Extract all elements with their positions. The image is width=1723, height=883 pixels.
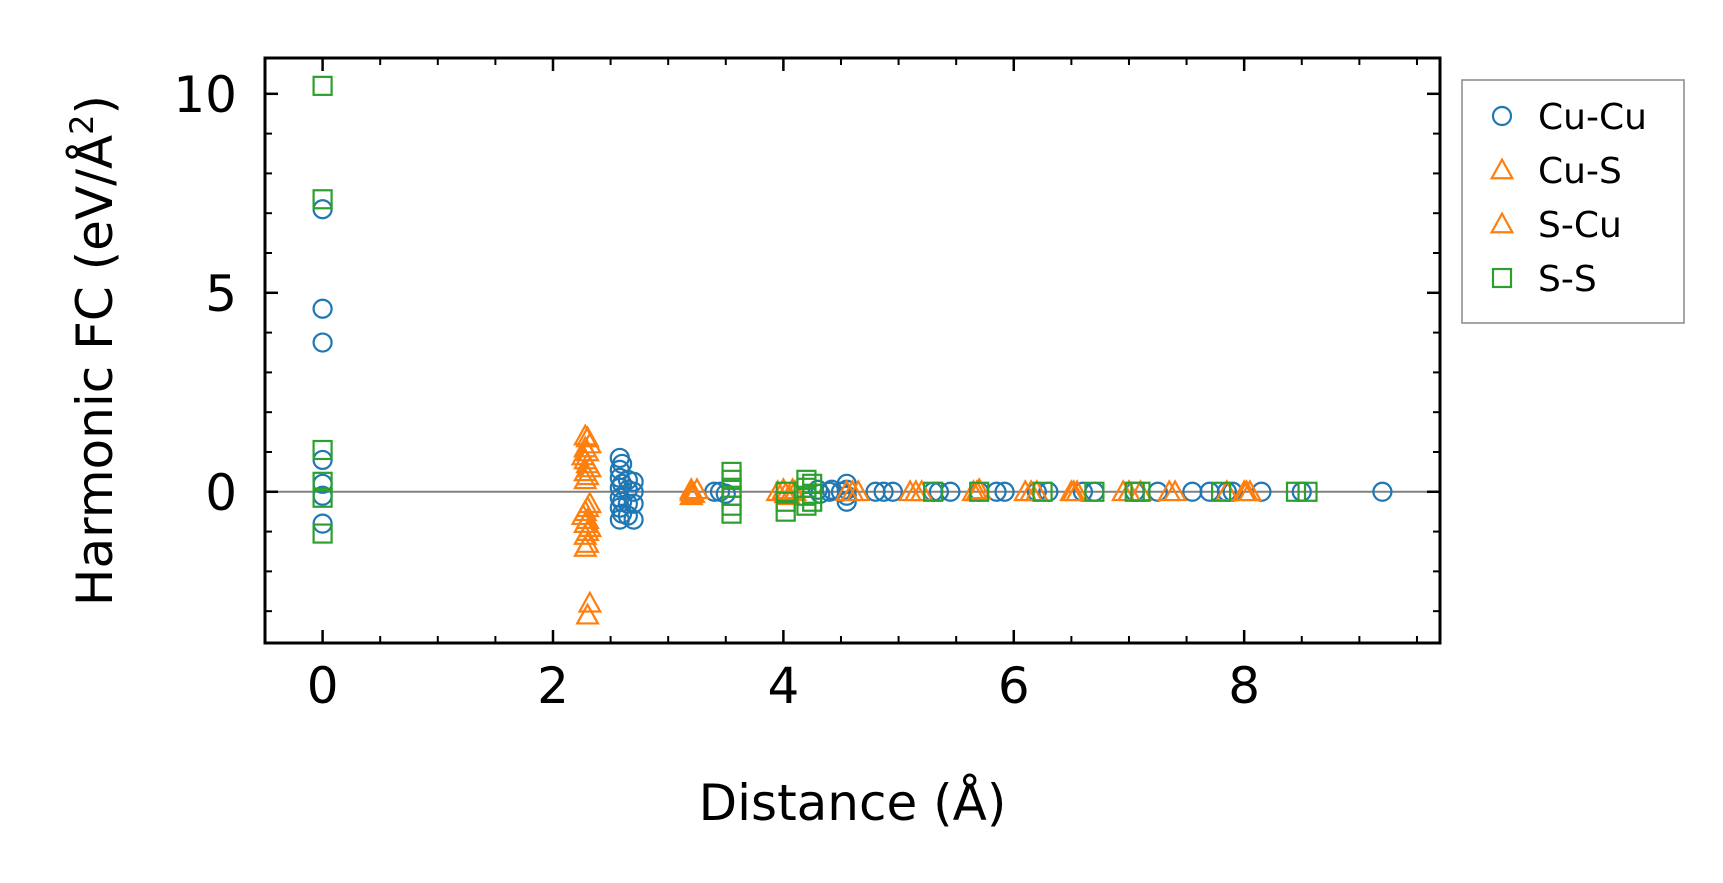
legend-label-s-cu: S-Cu	[1538, 205, 1622, 246]
point-s-cu	[1061, 479, 1086, 502]
point-cu-cu	[623, 493, 644, 514]
point-cu-cu	[715, 483, 736, 504]
point-s-cu	[575, 425, 600, 448]
point-s-s	[1130, 481, 1151, 502]
point-s-s	[1211, 481, 1232, 502]
y-tick-label: 10	[173, 66, 237, 124]
point-cu-cu	[623, 471, 644, 492]
plot-frame	[263, 56, 1442, 645]
legend-marker-cu-s	[1489, 157, 1515, 180]
legend-items: Cu-Cu Cu-S S-Cu S-S	[1489, 97, 1647, 300]
y-axis-title-tail: )	[66, 95, 124, 115]
x-tick-label: 2	[537, 657, 569, 715]
point-cu-s	[577, 590, 603, 613]
point-cu-cu	[882, 481, 903, 502]
y-axis-title-main: Harmonic FC (eV/Å	[66, 135, 124, 606]
x-tick-label: 8	[1228, 657, 1260, 715]
point-s-cu	[1234, 479, 1259, 502]
point-s-s	[1032, 481, 1053, 502]
point-cu-cu	[312, 332, 333, 353]
point-cu-cu	[1372, 481, 1393, 502]
point-cu-cu	[312, 298, 333, 319]
legend-box	[1461, 79, 1685, 324]
point-s-cu	[570, 503, 596, 526]
point-cu-cu	[994, 481, 1015, 502]
legend-marker-s-s	[1491, 267, 1513, 289]
point-s-s	[721, 503, 742, 524]
y-axis-title: Harmonic FC (eV/Å2)	[63, 95, 124, 606]
legend-label-s-s: S-S	[1538, 259, 1597, 300]
x-tick-label: 4	[767, 657, 799, 715]
y-tick-label: 0	[205, 464, 237, 522]
point-s-s	[775, 501, 796, 522]
legend-label-cu-s: Cu-S	[1538, 151, 1622, 192]
point-s-s	[1084, 481, 1105, 502]
point-s-s	[312, 471, 333, 492]
point-s-s	[312, 189, 333, 210]
point-s-cu	[1162, 479, 1188, 502]
point-cu-cu	[623, 509, 644, 530]
x-tick-label: 6	[998, 657, 1030, 715]
x-tick-label: 0	[307, 657, 339, 715]
point-cu-cu	[623, 481, 644, 502]
point-s-s	[923, 481, 944, 502]
point-s-cu	[575, 439, 600, 462]
point-s-cu	[679, 483, 704, 506]
y-axis-title-superscript: 2	[63, 114, 101, 134]
legend-label-cu-cu: Cu-Cu	[1538, 97, 1647, 138]
legend: Cu-Cu Cu-S S-Cu S-S	[1461, 79, 1685, 324]
point-s-s	[802, 491, 823, 512]
point-s-s	[312, 487, 333, 508]
point-s-s	[796, 495, 817, 516]
point-s-s	[312, 523, 333, 544]
ticks-layer	[264, 58, 1440, 643]
point-s-cu	[903, 479, 929, 502]
point-s-s	[1297, 481, 1318, 502]
point-cu-cu	[617, 505, 638, 526]
x-axis-title: Distance (Å)	[699, 774, 1007, 832]
point-s-cu	[575, 507, 600, 530]
point-cu-s	[575, 602, 600, 625]
point-s-cu	[840, 479, 865, 502]
point-s-s	[312, 75, 333, 96]
point-s-cu	[575, 518, 600, 541]
point-s-cu	[575, 530, 600, 553]
legend-marker-cu-cu	[1491, 105, 1513, 127]
point-s-s	[969, 481, 990, 502]
point-s-cu	[679, 477, 704, 500]
point-s-cu	[1018, 479, 1044, 502]
y-tick-label: 5	[205, 265, 237, 323]
point-s-s	[1285, 481, 1307, 502]
tick-labels-layer: 0 2 4 6 8 0 5 10	[173, 66, 1260, 715]
legend-marker-s-cu	[1489, 211, 1515, 234]
point-s-s	[312, 439, 333, 461]
point-s-cu	[570, 443, 596, 466]
data-points-layer	[312, 75, 1393, 625]
point-cu-cu	[873, 481, 894, 502]
point-s-cu	[575, 463, 600, 486]
